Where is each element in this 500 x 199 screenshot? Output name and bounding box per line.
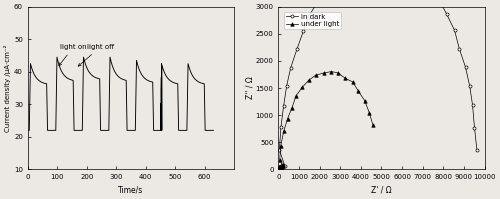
under light bbox=[276, 167, 282, 169]
in dark bbox=[276, 168, 282, 171]
under light bbox=[277, 167, 283, 170]
under light bbox=[276, 168, 282, 171]
under light bbox=[278, 166, 284, 168]
under light bbox=[276, 168, 281, 171]
under light bbox=[280, 164, 286, 167]
under light bbox=[366, 112, 372, 114]
under light bbox=[350, 81, 356, 83]
under light bbox=[335, 72, 341, 74]
under light bbox=[276, 167, 282, 170]
under light bbox=[328, 70, 334, 73]
under light bbox=[284, 117, 290, 120]
under light bbox=[280, 164, 285, 167]
under light bbox=[277, 166, 283, 168]
under light bbox=[278, 166, 284, 168]
X-axis label: Time/s: Time/s bbox=[118, 186, 144, 195]
under light bbox=[276, 159, 282, 162]
under light bbox=[276, 168, 281, 171]
under light bbox=[370, 123, 376, 126]
in dark bbox=[282, 164, 288, 167]
under light bbox=[293, 95, 299, 97]
under light bbox=[277, 167, 283, 170]
under light bbox=[276, 168, 282, 171]
under light bbox=[289, 106, 295, 109]
in dark bbox=[276, 168, 281, 170]
in dark bbox=[276, 168, 281, 171]
in dark bbox=[474, 149, 480, 151]
under light bbox=[276, 168, 281, 170]
under light bbox=[276, 167, 282, 170]
in dark bbox=[444, 13, 450, 15]
under light bbox=[276, 168, 281, 170]
in dark bbox=[276, 167, 282, 170]
under light bbox=[276, 168, 281, 171]
Y-axis label: Z'' / Ω: Z'' / Ω bbox=[245, 77, 254, 100]
under light bbox=[320, 72, 326, 74]
under light bbox=[276, 167, 282, 169]
under light bbox=[306, 79, 312, 81]
under light bbox=[278, 166, 283, 168]
under light bbox=[356, 90, 362, 92]
in dark bbox=[278, 167, 284, 169]
under light bbox=[312, 74, 318, 76]
under light bbox=[278, 145, 283, 147]
under light bbox=[277, 168, 283, 170]
under light bbox=[279, 166, 285, 168]
Line: under light: under light bbox=[276, 70, 374, 171]
Y-axis label: Current density /μA·cm⁻²: Current density /μA·cm⁻² bbox=[4, 44, 11, 132]
under light bbox=[276, 168, 281, 170]
in dark bbox=[470, 104, 476, 106]
under light bbox=[362, 100, 368, 102]
under light bbox=[300, 86, 306, 88]
under light bbox=[342, 77, 348, 80]
under light bbox=[276, 168, 281, 171]
Legend: in dark, under light: in dark, under light bbox=[284, 12, 341, 29]
Line: in dark: in dark bbox=[277, 0, 478, 171]
under light bbox=[276, 167, 282, 170]
under light bbox=[281, 130, 287, 132]
X-axis label: Z' / Ω: Z' / Ω bbox=[371, 186, 392, 195]
Text: light off: light off bbox=[78, 44, 114, 66]
Text: light on: light on bbox=[59, 44, 87, 66]
under light bbox=[276, 168, 282, 171]
